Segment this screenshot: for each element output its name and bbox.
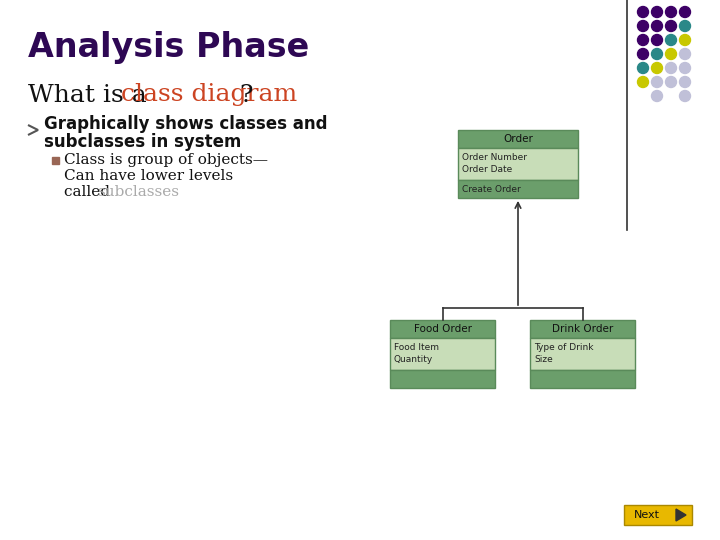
- Bar: [458, 148, 578, 180]
- Bar: [458, 180, 578, 198]
- Circle shape: [652, 91, 662, 102]
- Polygon shape: [676, 509, 686, 521]
- Circle shape: [680, 21, 690, 31]
- Circle shape: [665, 6, 677, 17]
- Circle shape: [637, 35, 649, 45]
- Text: Type of Drink: Type of Drink: [534, 342, 593, 352]
- Circle shape: [665, 63, 677, 73]
- Text: ?: ?: [239, 84, 253, 106]
- Circle shape: [680, 77, 690, 87]
- Circle shape: [637, 77, 649, 87]
- Circle shape: [652, 6, 662, 17]
- Text: subclasses: subclasses: [97, 185, 179, 199]
- Circle shape: [665, 21, 677, 31]
- Circle shape: [665, 35, 677, 45]
- Circle shape: [637, 6, 649, 17]
- Text: Food Order: Food Order: [413, 324, 472, 334]
- Circle shape: [637, 21, 649, 31]
- Bar: [530, 370, 635, 388]
- Text: Analysis Phase: Analysis Phase: [28, 31, 310, 64]
- Circle shape: [652, 49, 662, 59]
- Text: called: called: [64, 185, 115, 199]
- Bar: [530, 320, 635, 338]
- Text: Order Date: Order Date: [462, 165, 512, 174]
- Circle shape: [652, 63, 662, 73]
- Bar: [390, 320, 495, 338]
- Circle shape: [652, 35, 662, 45]
- Bar: [52, 157, 59, 164]
- Text: Quantity: Quantity: [394, 355, 433, 364]
- Text: subclasses in system: subclasses in system: [44, 133, 241, 151]
- Text: Graphically shows classes and: Graphically shows classes and: [44, 115, 328, 133]
- Circle shape: [665, 77, 677, 87]
- Text: Create Order: Create Order: [462, 185, 521, 193]
- Bar: [390, 338, 495, 370]
- Text: Order: Order: [503, 134, 533, 144]
- Circle shape: [680, 91, 690, 102]
- Circle shape: [637, 49, 649, 59]
- Circle shape: [637, 63, 649, 73]
- Text: Order Number: Order Number: [462, 152, 527, 161]
- Circle shape: [680, 63, 690, 73]
- Circle shape: [680, 35, 690, 45]
- Text: Next: Next: [634, 510, 660, 520]
- Text: Size: Size: [534, 355, 553, 364]
- Bar: [458, 130, 578, 148]
- Text: class diagram: class diagram: [121, 84, 297, 106]
- Text: What is a: What is a: [28, 84, 155, 106]
- Bar: [530, 338, 635, 370]
- Bar: [624, 505, 692, 525]
- Circle shape: [680, 6, 690, 17]
- Bar: [390, 370, 495, 388]
- Circle shape: [680, 49, 690, 59]
- Circle shape: [665, 49, 677, 59]
- Circle shape: [652, 77, 662, 87]
- Text: Class is group of objects—: Class is group of objects—: [64, 153, 268, 167]
- Text: Drink Order: Drink Order: [552, 324, 613, 334]
- Text: Food Item: Food Item: [394, 342, 439, 352]
- Circle shape: [652, 21, 662, 31]
- Text: Can have lower levels: Can have lower levels: [64, 169, 233, 183]
